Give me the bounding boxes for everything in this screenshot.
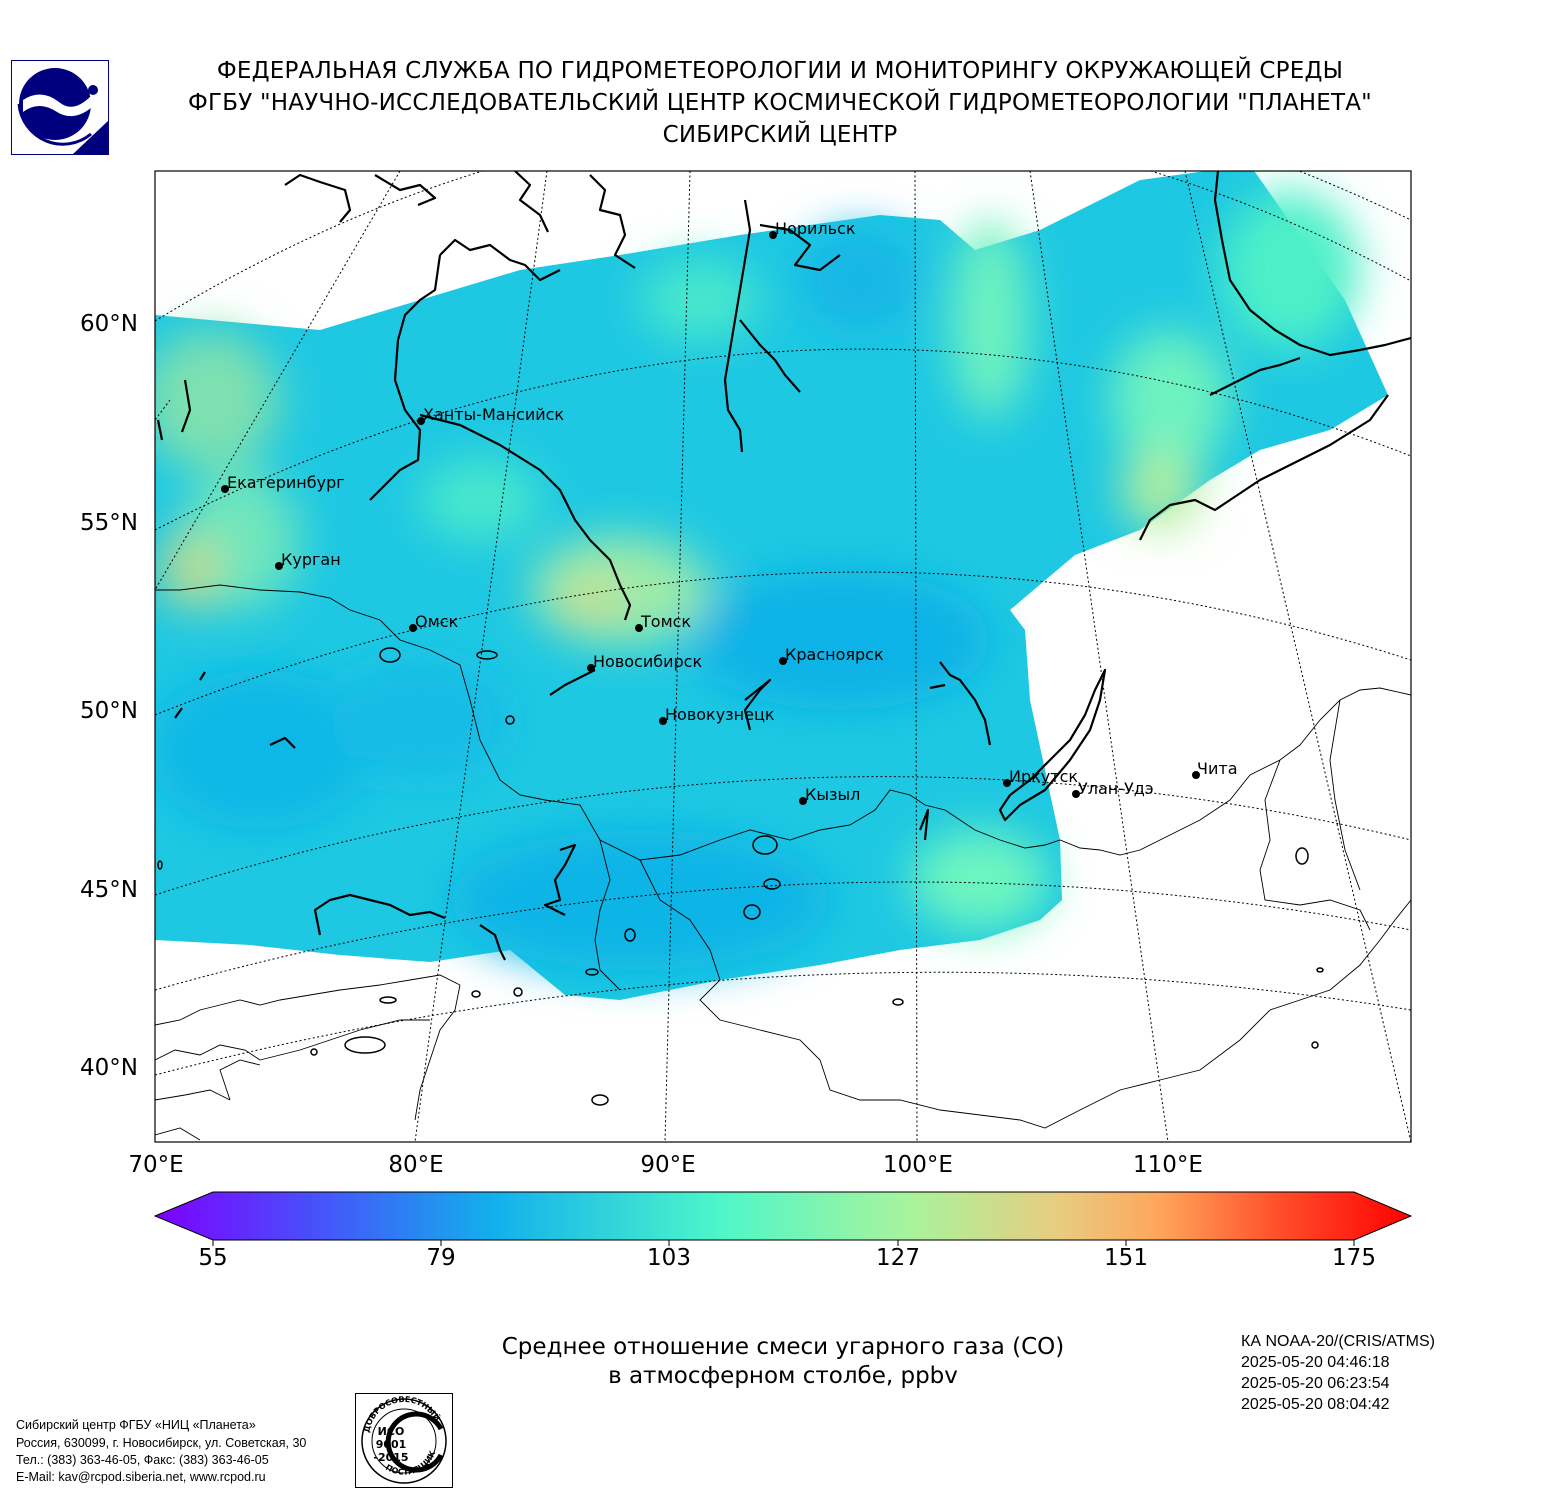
iso-9001-badge-icon: ДОБРОСОВЕСТНЫЙ ПОСТАВЩИК ИСО 9001 -2015	[355, 1393, 453, 1488]
city-label-ulan-ude: Улан-Удэ	[1078, 779, 1154, 798]
header-line-1: ФЕДЕРАЛЬНАЯ СЛУЖБА ПО ГИДРОМЕТЕОРОЛОГИИ …	[216, 58, 1344, 84]
satellite-time-2: 2025-05-20 06:23:54	[1241, 1375, 1390, 1392]
colorbar-tick-79: 79	[426, 1245, 456, 1271]
footer-line-4: E-Mail: kav@rcpod.siberia.net, www.rcpod…	[16, 1470, 266, 1484]
country-borders	[155, 584, 1411, 1141]
city-label-novokuznetsk: Новокузнецк	[665, 705, 775, 724]
city-label-kurgan: Курган	[281, 550, 341, 569]
iso-line-3: -2015	[373, 1451, 408, 1464]
iso-line-2: 9001	[376, 1438, 407, 1451]
lat-label-55: 55°N	[80, 510, 138, 536]
city-label-kyzyl: Кызыл	[805, 785, 860, 804]
city-dot-ulan-ude	[1072, 790, 1080, 798]
footer-line-1: Сибирский центр ФГБУ «НИЦ «Планета»	[16, 1418, 256, 1432]
city-dot-omsk	[409, 624, 417, 632]
lon-label-90: 90°E	[640, 1152, 696, 1178]
header-line-2: ФГБУ "НАУЧНО-ИССЛЕДОВАТЕЛЬСКИЙ ЦЕНТР КОС…	[188, 90, 1372, 116]
lakes	[157, 647, 1324, 1106]
satellite-time-3: 2025-05-20 08:04:42	[1241, 1396, 1390, 1413]
city-label-novosibirsk: Новосибирск	[593, 652, 702, 671]
city-label-norilsk: Норильск	[775, 219, 856, 238]
lon-label-100: 100°E	[883, 1152, 953, 1178]
city-dot-novokuznetsk	[659, 717, 667, 725]
co-data-swath	[155, 171, 1388, 1000]
city-label-krasnoyarsk: Красноярск	[785, 645, 884, 664]
city-dot-novosibirsk	[587, 664, 595, 672]
colorbar-tick-55: 55	[198, 1245, 228, 1271]
city-markers: Норильск Ханты-Мансийск Екатеринбург Кур…	[221, 219, 1238, 805]
footer-line-3: Тел.: (383) 363-46-05, Факс: (383) 363-4…	[16, 1453, 269, 1467]
city-dot-khanty-mansiysk	[417, 417, 425, 425]
caption-line-2: в атмосферном столбе, ppbv	[608, 1363, 958, 1389]
lat-label-50: 50°N	[80, 698, 138, 724]
lat-label-60: 60°N	[80, 311, 138, 337]
city-dot-irkutsk	[1003, 779, 1011, 787]
city-label-tomsk: Томск	[640, 612, 691, 631]
city-dot-kyzyl	[799, 797, 807, 805]
lat-label-40: 40°N	[80, 1055, 138, 1081]
colorbar	[153, 1191, 1413, 1246]
header-line-3: СИБИРСКИЙ ЦЕНТР	[662, 122, 898, 148]
lat-label-45: 45°N	[80, 877, 138, 903]
city-dot-kurgan	[275, 562, 283, 570]
city-label-ekaterinburg: Екатеринбург	[227, 473, 345, 492]
iso-line-1: ИСО	[378, 1425, 405, 1438]
city-label-khanty-mansiysk: Ханты-Мансийск	[423, 405, 564, 424]
footer-line-2: Россия, 630099, г. Новосибирск, ул. Сове…	[16, 1436, 307, 1450]
city-dot-ekaterinburg	[221, 485, 229, 493]
city-dot-tomsk	[635, 624, 643, 632]
satellite-name: КА NOAA-20/(CRIS/ATMS)	[1241, 1333, 1435, 1350]
colorbar-tick-103: 103	[647, 1245, 691, 1271]
map-frame	[154, 170, 1412, 1143]
colorbar-tick-151: 151	[1104, 1245, 1148, 1271]
colorbar-tick-175: 175	[1332, 1245, 1376, 1271]
planeta-logo-icon	[11, 60, 109, 155]
caption-line-1: Среднее отношение смеси угарного газа (C…	[501, 1334, 1065, 1360]
colorbar-tick-127: 127	[876, 1245, 920, 1271]
lon-label-80: 80°E	[388, 1152, 444, 1178]
graticule	[155, 171, 1411, 1142]
city-dot-chita	[1192, 771, 1200, 779]
city-label-irkutsk: Иркутск	[1009, 767, 1078, 786]
city-label-omsk: Омск	[415, 612, 458, 631]
lon-label-70: 70°E	[128, 1152, 184, 1178]
coastlines-and-rivers	[156, 171, 1411, 961]
lon-label-110: 110°E	[1133, 1152, 1203, 1178]
city-dot-norilsk	[769, 231, 777, 239]
city-dot-krasnoyarsk	[779, 657, 787, 665]
city-label-chita: Чита	[1197, 759, 1238, 778]
satellite-time-1: 2025-05-20 04:46:18	[1241, 1354, 1390, 1371]
